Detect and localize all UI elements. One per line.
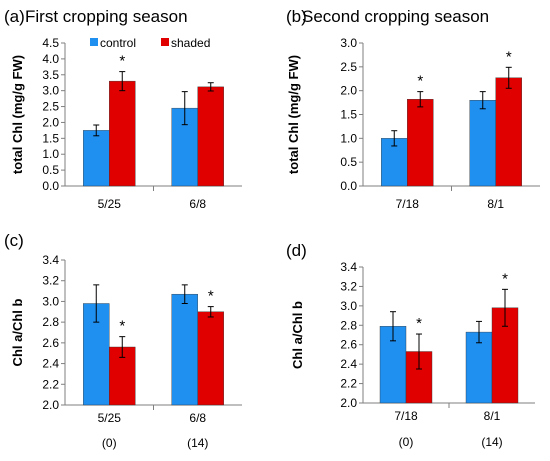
y-tick-label: 3.4: [42, 253, 59, 267]
bar-shaded: [407, 99, 434, 187]
bar-control: [83, 130, 110, 187]
y-tick-label: 0.0: [340, 179, 357, 193]
x-tick-label: 7/18: [394, 409, 418, 423]
y-tick-label: 1.0: [42, 147, 59, 161]
x-sublabel: (14): [481, 435, 502, 449]
panel-label: (a): [4, 7, 25, 26]
y-tick-label: 4.0: [42, 52, 59, 66]
y-tick-label: 3.0: [340, 36, 357, 50]
y-tick-label: 3.0: [42, 294, 59, 308]
x-tick-label: 7/18: [396, 197, 420, 211]
legend-label-shaded: shaded: [171, 36, 210, 50]
x-tick-label: 8/1: [487, 197, 504, 211]
y-tick-label: 2.4: [42, 357, 59, 371]
chart-title: Second cropping season: [302, 7, 489, 26]
y-tick-label: 2.4: [340, 357, 357, 371]
panel-label: (d): [286, 241, 307, 260]
bar-shaded: [197, 311, 224, 406]
x-sublabel: (14): [187, 436, 208, 450]
significance-marker: *: [208, 288, 214, 305]
y-tick-label: 2.0: [340, 84, 357, 98]
y-tick-label: 0.5: [340, 155, 357, 169]
y-tick-label: 2.2: [42, 377, 59, 391]
significance-marker: *: [502, 270, 508, 287]
x-sublabel: (0): [102, 436, 117, 450]
y-tick-label: 3.0: [340, 299, 357, 313]
significance-marker: *: [417, 73, 423, 90]
y-tick-label: 2.8: [42, 315, 59, 329]
y-tick-label: 2.0: [340, 396, 357, 410]
x-tick-label: 8/1: [484, 409, 501, 423]
legend-swatch-shaded: [161, 38, 169, 46]
bar-control: [465, 331, 493, 404]
bar-shaded: [109, 80, 136, 187]
y-axis-label: Chl a/Chl b: [290, 301, 305, 369]
significance-marker: *: [416, 315, 422, 332]
y-tick-label: 1.0: [340, 131, 357, 145]
y-tick-label: 2.5: [42, 100, 59, 114]
y-tick-label: 2.6: [42, 336, 59, 350]
y-tick-label: 2.6: [340, 338, 357, 352]
x-tick-label: 6/8: [189, 197, 206, 211]
x-tick-label: 5/25: [98, 197, 122, 211]
significance-marker: *: [119, 318, 125, 335]
legend-label-control: control: [100, 36, 136, 50]
significance-marker: *: [119, 53, 125, 70]
y-tick-label: 4.5: [42, 36, 59, 50]
y-axis-label: total Chl (mg/g FW): [286, 55, 301, 174]
y-tick-label: 2.5: [340, 60, 357, 74]
y-tick-label: 2.0: [42, 398, 59, 412]
x-tick-label: 5/25: [98, 411, 122, 425]
y-axis-label: total Chl (mg/g FW): [10, 55, 25, 174]
y-tick-label: 2.8: [340, 318, 357, 332]
chart-panel: (b)Second cropping season 0.0 0.5 1.0 1.5 2.0…: [286, 7, 540, 211]
y-tick-label: 0.5: [42, 163, 59, 177]
chart-title: First cropping season: [25, 7, 188, 26]
legend: control shaded: [90, 36, 210, 50]
legend-swatch-control: [90, 38, 98, 46]
y-tick-label: 3.2: [42, 274, 59, 288]
chart-panel: (d) 2.0 2.2 2.4 2.6 2.8 3.0 3.2 3.4 Chl a/Chl b * 7…: [286, 241, 535, 449]
y-tick-label: 3.2: [340, 279, 357, 293]
bar-control: [171, 293, 198, 406]
x-sublabel: (0): [399, 435, 414, 449]
y-tick-label: 2.2: [340, 377, 357, 391]
bar-shaded: [495, 77, 522, 187]
panel-label: (c): [4, 231, 24, 250]
chart-panel: (c) 2.0 2.2 2.4 2.6 2.8 3.0 3.2 3.4 Chl a/Chl b * 5…: [4, 231, 242, 450]
significance-marker: *: [506, 48, 512, 65]
y-tick-label: 1.5: [340, 108, 357, 122]
y-tick-label: 1.5: [42, 131, 59, 145]
x-tick-label: 6/8: [189, 411, 206, 425]
y-tick-label: 3.0: [42, 84, 59, 98]
y-tick-label: 3.5: [42, 68, 59, 82]
chart-panel: (a) First cropping season 0.0 0.5 1.0 1.5 2.02…: [4, 7, 242, 211]
panel-label: (b): [286, 7, 307, 26]
bar-shaded: [197, 86, 224, 187]
y-axis-label: Chl a/Chl b: [10, 298, 25, 366]
y-tick-label: 3.4: [340, 260, 357, 274]
y-tick-label: 2.0: [42, 115, 59, 129]
bar-control: [469, 99, 496, 187]
y-tick-label: 0.0: [42, 179, 59, 193]
